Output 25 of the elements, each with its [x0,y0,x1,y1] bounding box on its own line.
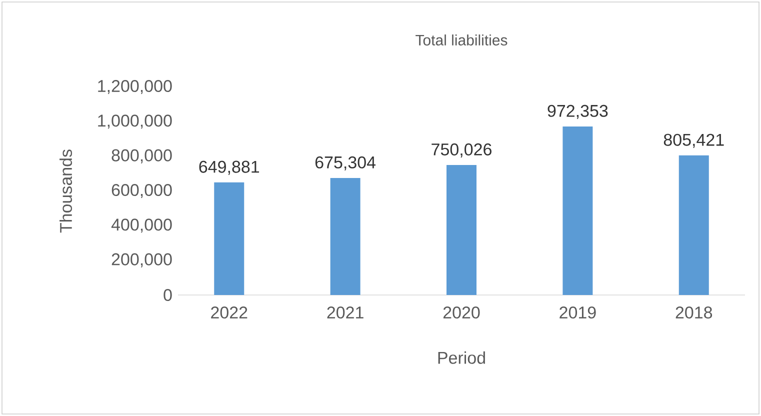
y-tick-label: 0 [164,288,172,302]
x-tick-label: 2020 [443,306,480,319]
data-label: 750,026 [432,143,492,158]
data-label: 972,353 [548,104,608,119]
data-label: 649,881 [199,160,260,175]
bar [330,178,360,295]
x-tick-label: 2019 [560,306,596,319]
data-label: 675,304 [315,156,376,170]
bar [446,164,477,295]
x-tick-label: 2018 [676,306,712,319]
bar [562,126,593,295]
y-tick-label: 600,000 [112,184,172,198]
data-label: 805,421 [664,134,724,148]
y-axis-title: Thousands [60,150,72,233]
y-tick-label: 800,000 [112,149,172,164]
x-tick-label: 2022 [211,306,248,319]
y-tick-label: 1,200,000 [98,80,172,94]
y-tick-label: 200,000 [112,253,172,268]
x-axis-title: Period [438,351,485,364]
y-tick-label: 400,000 [111,218,172,233]
chart-title: Total liabilities [416,34,508,46]
x-tick-label: 2021 [327,306,364,319]
bar [678,155,709,295]
y-tick-label: 1,000,000 [98,114,172,129]
bar [214,182,244,295]
